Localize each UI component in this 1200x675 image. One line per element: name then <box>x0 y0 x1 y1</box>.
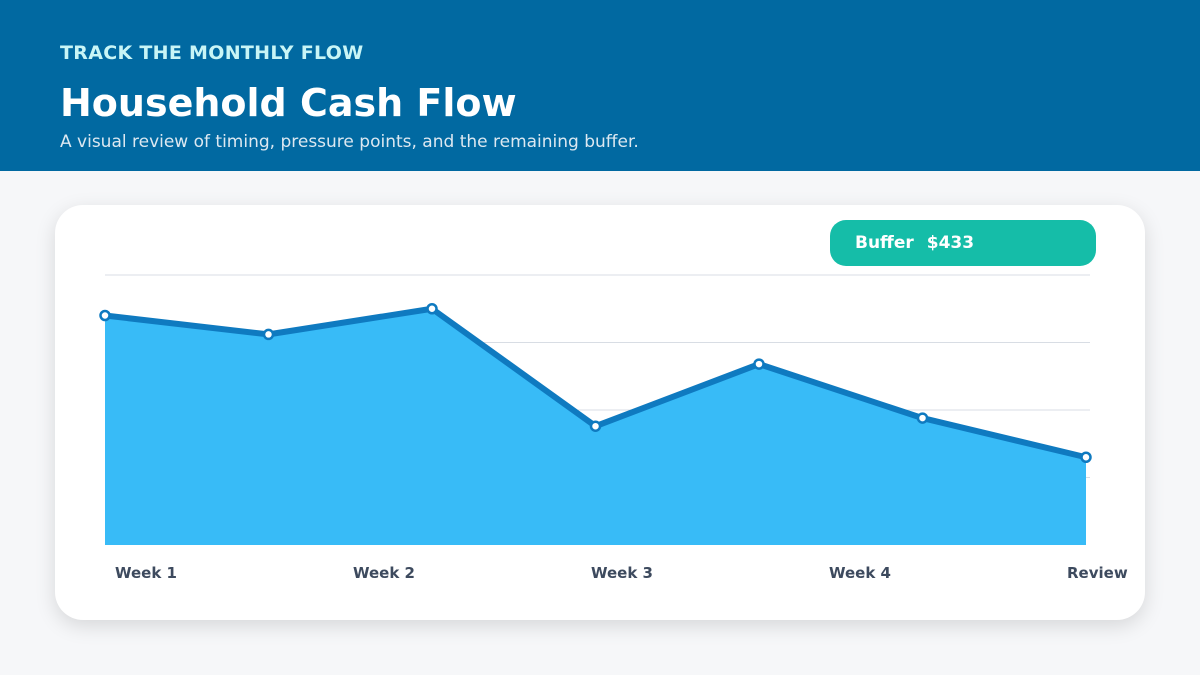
data-point-1 <box>99 309 111 322</box>
x-tick-week-3: Week 3 <box>591 564 653 582</box>
x-tick-week-4: Week 4 <box>829 564 891 582</box>
data-point-5 <box>753 358 765 370</box>
x-tick-review: Review <box>1067 564 1128 582</box>
cash-flow-points <box>99 303 1092 463</box>
buffer-badge-value: $433 <box>926 233 975 253</box>
data-point-2 <box>262 328 275 341</box>
eyebrow-text: TRACK THE MONTHLY FLOW <box>60 42 364 64</box>
page-subtitle: A visual review of timing, pressure poin… <box>60 132 639 152</box>
header-banner: TRACK THE MONTHLY FLOW Household Cash Fl… <box>0 0 1200 171</box>
buffer-badge-label: Buffer <box>855 233 914 253</box>
page-title: Household Cash Flow <box>60 81 517 125</box>
buffer-badge: Buffer $433 <box>830 220 1096 266</box>
data-point-4 <box>589 420 602 432</box>
x-tick-week-1: Week 1 <box>115 564 177 582</box>
data-point-3 <box>426 303 438 315</box>
data-point-7 <box>1080 451 1092 463</box>
data-point-6 <box>916 412 929 424</box>
x-tick-week-2: Week 2 <box>353 564 415 582</box>
